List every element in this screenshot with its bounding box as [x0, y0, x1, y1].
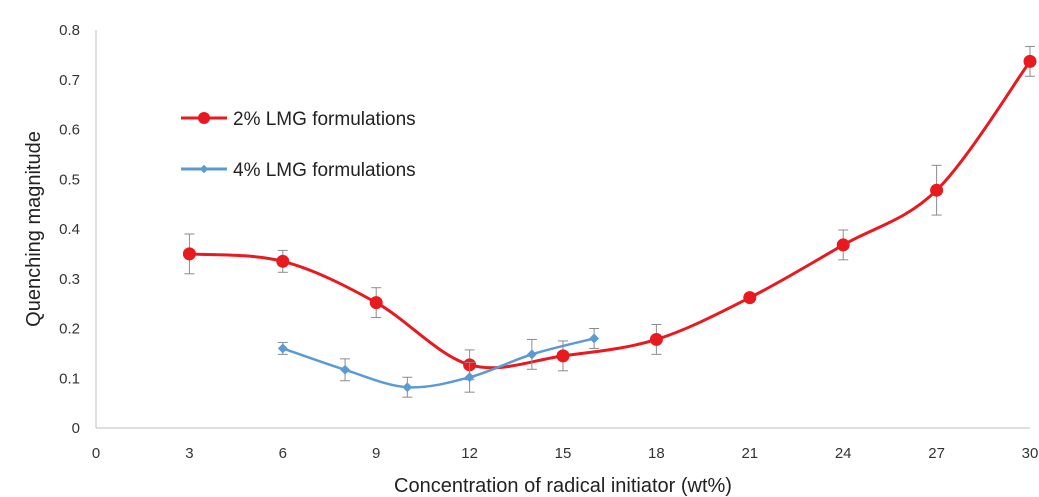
y-tick-label: 0.5: [59, 171, 80, 188]
data-point: [649, 332, 663, 346]
legend-marker-2pct: [198, 112, 210, 124]
series-line: [189, 60, 1032, 370]
data-point: [464, 372, 475, 383]
x-axis-title: Concentration of radical initiator (wt%): [394, 475, 732, 497]
series-layer: [182, 45, 1037, 398]
x-tick-label: 18: [648, 445, 665, 462]
data-point: [277, 343, 288, 354]
y-tick-label: 0.2: [59, 321, 80, 338]
data-point: [276, 254, 290, 268]
data-point: [589, 333, 600, 344]
x-tick-label: 3: [185, 445, 193, 462]
x-tick-labels: 0 3 6 9 12 15 18 21 24 27 30: [92, 445, 1039, 462]
x-tick-label: 9: [372, 445, 380, 462]
data-point: [836, 238, 850, 252]
x-tick-label: 30: [1022, 445, 1039, 462]
legend-marker-4pct: [199, 164, 209, 174]
x-tick-label: 0: [92, 445, 100, 462]
data-point: [369, 296, 383, 310]
y-tick-label: 0: [72, 420, 80, 437]
legend-item-4pct: 4% LMG formulations: [181, 160, 416, 181]
data-point: [402, 382, 413, 393]
y-axis-title: Quenching magnitude: [23, 131, 45, 327]
x-tick-label: 27: [928, 445, 945, 462]
x-tick-label: 12: [461, 445, 478, 462]
series-2: [277, 328, 600, 398]
series-1: [182, 45, 1037, 381]
y-tick-label: 0.3: [59, 271, 80, 288]
x-tick-label: 15: [555, 445, 572, 462]
data-point: [182, 247, 196, 261]
y-tick-label: 0.6: [59, 122, 80, 139]
legend-label-4pct: 4% LMG formulations: [233, 160, 416, 181]
x-tick-label: 24: [835, 445, 852, 462]
data-point: [556, 349, 570, 363]
series-line: [282, 337, 595, 389]
data-point: [930, 183, 944, 197]
data-point: [743, 291, 757, 305]
y-tick-labels: 0 0.1 0.2 0.3 0.4 0.5 0.6 0.7 0.8: [59, 22, 80, 437]
y-tick-label: 0.8: [59, 22, 80, 39]
legend: 2% LMG formulations 4% LMG formulations: [181, 109, 416, 181]
y-tick-label: 0.4: [59, 221, 80, 238]
y-tick-label: 0.7: [59, 72, 80, 89]
legend-label-2pct: 2% LMG formulations: [233, 109, 416, 130]
data-point: [340, 364, 351, 375]
x-tick-label: 21: [741, 445, 758, 462]
x-tick-label: 6: [279, 445, 287, 462]
data-point: [526, 349, 537, 360]
y-tick-label: 0.1: [59, 370, 80, 387]
data-point: [1023, 54, 1037, 68]
legend-item-2pct: 2% LMG formulations: [181, 109, 416, 130]
